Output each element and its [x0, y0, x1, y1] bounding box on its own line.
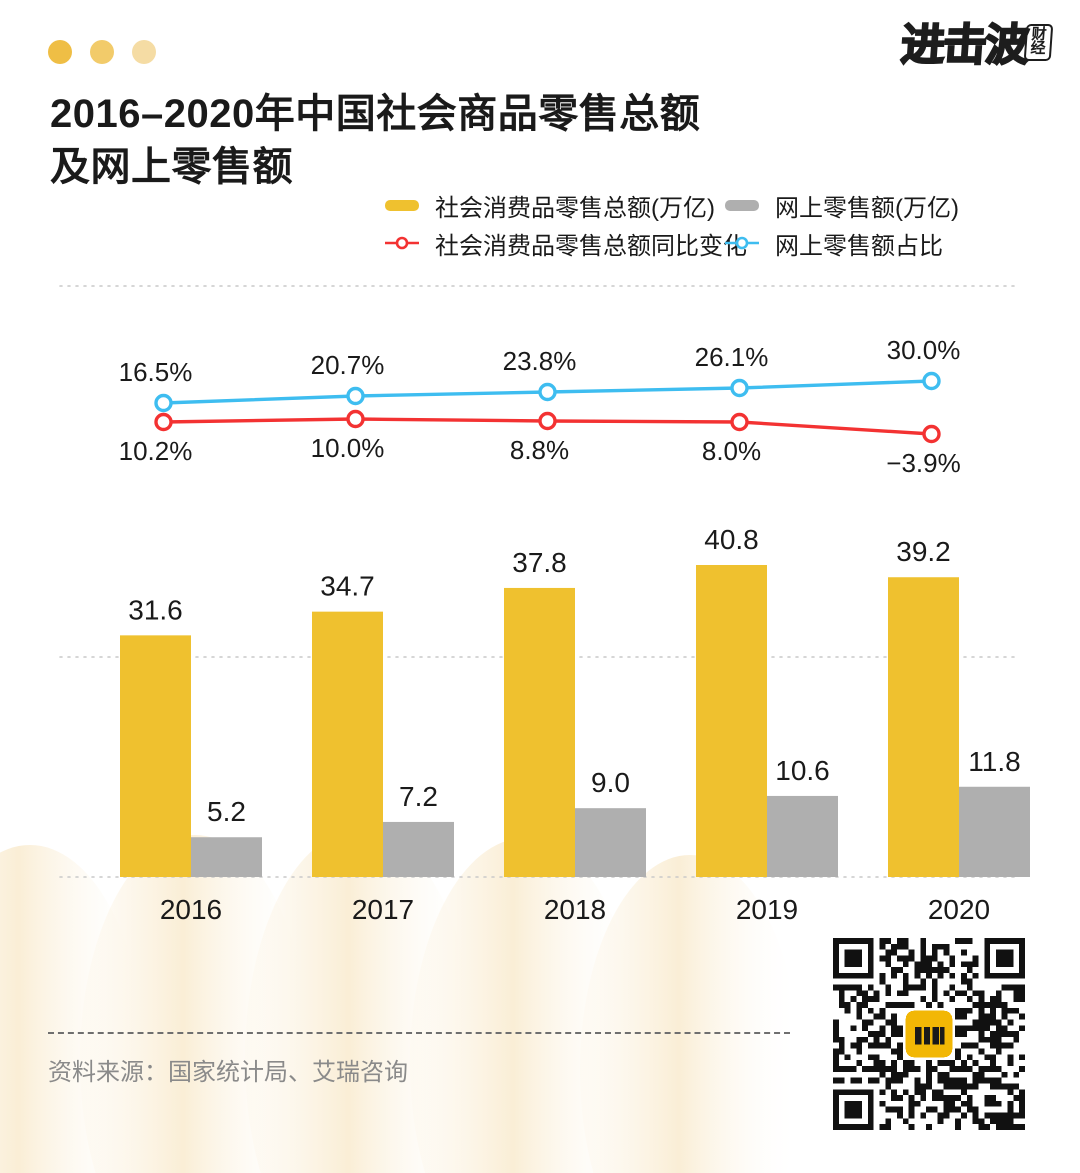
- bar-label-online-retail-2018: 9.0: [591, 767, 630, 798]
- line-label-retail-yoy-2016: 10.2%: [119, 436, 193, 466]
- dot-gold-1: [48, 40, 72, 64]
- bar-label-retail-total-2020: 39.2: [896, 536, 951, 567]
- bar-label-retail-total-2018: 37.8: [512, 547, 567, 578]
- page-title-line2: 及网上零售额: [50, 144, 293, 189]
- bar-value-labels: 31.6 34.7 37.8 40.8 39.2 5.2 7.2 9.0 10.6 11.8: [128, 524, 1020, 827]
- bar-retail-total-2017: [312, 611, 383, 877]
- bar-retail-total-2016: [120, 635, 191, 877]
- line-value-labels: 16.5% 20.7% 23.8% 26.1% 30.0% 10.2% 10.0% 8.8% 8…: [119, 335, 961, 478]
- line-label-retail-yoy-2020: −3.9%: [886, 448, 960, 478]
- x-label-2019: 2019: [736, 894, 798, 925]
- line-label-retail-yoy-2017: 10.0%: [311, 433, 385, 463]
- brand-logo: 进击波财经: [898, 20, 1054, 71]
- line-label-retail-yoy-2018: 8.8%: [510, 435, 569, 465]
- legend-swatch-bar-gray: [725, 199, 759, 211]
- bar-label-online-retail-2019: 10.6: [775, 755, 830, 786]
- x-label-2016: 2016: [160, 894, 222, 925]
- x-label-2017: 2017: [352, 894, 414, 925]
- bar-retail-total-2018: [504, 587, 575, 877]
- bar-label-retail-total-2016: 31.6: [128, 594, 183, 625]
- footer-divider: [48, 1032, 790, 1034]
- legend-swatch-line-blue: [725, 236, 759, 250]
- line-marker-online-share-2020: [922, 371, 941, 391]
- x-label-2020: 2020: [928, 894, 990, 925]
- bar-label-online-retail-2017: 7.2: [399, 781, 438, 812]
- bar-online-retail-2017: [383, 821, 454, 877]
- line-label-online-share-2018: 23.8%: [503, 346, 577, 376]
- bar-retail-total-2019: [696, 565, 767, 877]
- dot-gold-2: [90, 40, 114, 64]
- bar-online-retail-2020: [959, 786, 1030, 877]
- line-marker-retail-yoy-2020: [922, 424, 941, 444]
- bar-label-retail-total-2019: 40.8: [704, 524, 759, 555]
- legend-swatch-line-red: [385, 236, 419, 250]
- line-label-retail-yoy-2019: 8.0%: [702, 436, 761, 466]
- legend-item-retail-yoy: 社会消费品零售总额同比变化: [385, 226, 747, 261]
- legend-swatch-bar-gold: [385, 199, 419, 211]
- line-label-online-share-2019: 26.1%: [695, 342, 769, 372]
- line-group: [154, 371, 941, 444]
- brand-logo-badge: 财经: [1023, 24, 1054, 61]
- legend-label-retail-total: 社会消费品零售总额(万亿): [435, 194, 715, 222]
- legend-item-online-retail: 网上零售额(万亿): [725, 188, 959, 223]
- legend-item-online-share: 网上零售额占比: [725, 226, 943, 261]
- bar-label-online-retail-2016: 5.2: [207, 796, 246, 827]
- page-title: 2016–2020年中国社会商品零售总额 及网上零售额: [50, 88, 770, 194]
- line-marker-retail-yoy-2017: [346, 409, 365, 429]
- bar-online-retail-2018: [575, 808, 646, 877]
- line-marker-online-share-2019: [730, 378, 749, 398]
- line-marker-retail-yoy-2018: [538, 411, 557, 431]
- brand-logo-text: 进击波: [898, 20, 1029, 71]
- legend-row-2: 社会消费品零售总额同比变化 网上零售额占比: [385, 224, 1045, 262]
- brand-logo-badge-line2: 经: [1029, 40, 1047, 58]
- line-label-online-share-2020: 30.0%: [887, 335, 961, 365]
- legend-label-online-retail: 网上零售额(万亿): [775, 194, 959, 222]
- bar-label-retail-total-2017: 34.7: [320, 571, 375, 602]
- bar-online-retail-2019: [767, 795, 838, 877]
- x-label-2018: 2018: [544, 894, 606, 925]
- line-label-online-share-2017: 20.7%: [311, 350, 385, 380]
- source-note: 资料来源：国家统计局、艾瑞咨询: [48, 1059, 408, 1086]
- qr-code[interactable]: [833, 938, 1025, 1130]
- legend-row-1: 社会消费品零售总额(万亿) 网上零售额(万亿): [385, 186, 1045, 224]
- legend-label-online-share: 网上零售额占比: [775, 232, 943, 260]
- line-label-online-share-2016: 16.5%: [119, 357, 193, 387]
- line-marker-online-share-2016: [154, 393, 173, 413]
- chart-legend: 社会消费品零售总额(万亿) 网上零售额(万亿) 社会消费品零售总额同比变化: [385, 186, 1045, 262]
- bar-online-retail-2016: [191, 837, 262, 877]
- legend-label-retail-yoy: 社会消费品零售总额同比变化: [435, 232, 747, 260]
- line-marker-retail-yoy-2019: [730, 412, 749, 432]
- x-axis-labels: 2016 2017 2018 2019 2020: [160, 894, 990, 925]
- legend-item-retail-total: 社会消费品零售总额(万亿): [385, 188, 725, 223]
- line-marker-online-share-2018: [538, 382, 557, 402]
- page-title-line1: 2016–2020年中国社会商品零售总额: [50, 92, 701, 136]
- line-marker-online-share-2017: [346, 386, 365, 406]
- bar-label-online-retail-2020: 11.8: [968, 746, 1020, 777]
- dot-gold-3: [132, 40, 156, 64]
- decorative-dots: [48, 40, 156, 64]
- bar-group: [120, 565, 1030, 877]
- line-marker-retail-yoy-2016: [154, 412, 173, 432]
- bar-retail-total-2020: [888, 577, 959, 877]
